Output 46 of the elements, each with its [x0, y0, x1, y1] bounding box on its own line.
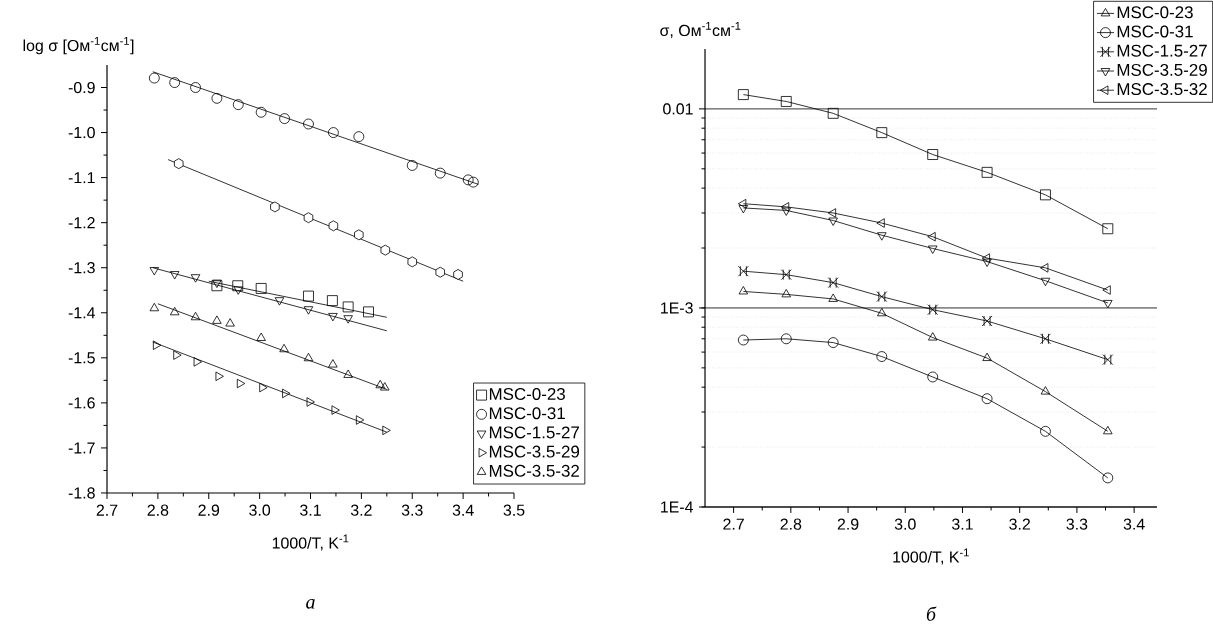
x-tick-label: 3.4: [1123, 518, 1145, 530]
legend-label: MSC-3.5-32: [489, 464, 579, 477]
y-axis-title: log σ [Ом$^{-1}$см$^{-1}$]: [23, 37, 134, 55]
y-tick-label: -1.8: [68, 487, 95, 499]
text: б: [926, 606, 937, 621]
y-tick-label: -0.9: [68, 81, 95, 94]
y-tick-label: -1.0: [68, 126, 95, 139]
x-tick-label: 3.3: [1066, 518, 1088, 530]
x-tick-label: 3.4: [452, 504, 474, 516]
y-tick-label: -1.1: [68, 172, 95, 184]
x-tick-label: 3.2: [1009, 518, 1030, 530]
y-tick-label: 1E-4: [661, 501, 694, 513]
legend-label: MSC-3.5-29: [1117, 63, 1207, 76]
x-tick-label: 3.0: [894, 518, 916, 530]
legend-label: MSC-1.5-27: [1117, 44, 1207, 57]
y-tick-label: -1.7: [68, 442, 95, 454]
x-tick-label: 2.9: [837, 518, 859, 530]
x-axis-title: 1000/T, K$^{-1}$: [272, 534, 349, 551]
legend-label: MSC-1.5-27: [489, 426, 579, 439]
x-tick-label: 3.2: [350, 504, 372, 516]
x-axis-title: 1000/T, K$^{-1}$: [893, 548, 969, 565]
x-tick-label: 3.0: [249, 504, 271, 516]
y-tick-label: -1.5: [68, 352, 95, 364]
x-tick-label: 2.8: [780, 518, 802, 530]
legend-label: MSC-3.5-29: [489, 445, 580, 458]
text: а: [306, 599, 315, 609]
x-tick-label: 3.1: [300, 504, 321, 516]
x-tick-label: 2.8: [147, 504, 169, 516]
x-tick-label: 2.7: [723, 518, 744, 530]
x-tick-label: 3.1: [952, 518, 973, 530]
y-tick-label: 1E-3: [661, 302, 693, 314]
legend-label: MSC-0-31: [1117, 25, 1193, 38]
y-tick-label: -1.6: [68, 397, 95, 409]
y-tick-label: -1.3: [68, 262, 95, 274]
y-tick-label: 0.01: [663, 103, 693, 115]
legend-label: MSC-0-31: [489, 407, 565, 420]
legend-label: MSC-0-23: [1117, 6, 1193, 19]
y-axis-title: σ, Ом$^{-1}$см$^{-1}$: [660, 22, 741, 38]
y-tick-label: -1.4: [68, 307, 96, 319]
x-tick-label: 3.5: [503, 504, 525, 516]
y-tick-label: -1.2: [68, 217, 95, 229]
x-tick-label: 2.7: [96, 504, 118, 516]
x-tick-label: 3.3: [401, 504, 423, 516]
legend-label: MSC-0-23: [489, 388, 565, 401]
legend-label: MSC-3.5-32: [1117, 83, 1207, 96]
x-tick-label: 2.9: [198, 504, 220, 516]
